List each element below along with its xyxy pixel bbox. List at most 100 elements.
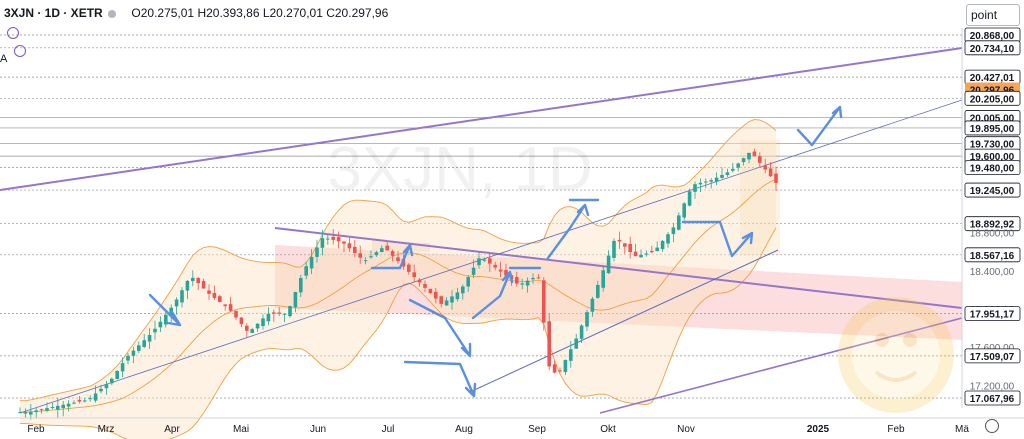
candle-body[interactable] <box>477 258 481 266</box>
candle-body[interactable] <box>228 304 233 311</box>
channel-lower-line[interactable] <box>599 317 963 414</box>
candle-body[interactable] <box>579 325 584 339</box>
candle-body[interactable] <box>606 255 611 274</box>
candle-body[interactable] <box>288 306 292 317</box>
candle-body[interactable] <box>709 180 713 182</box>
candle-body[interactable] <box>56 405 60 410</box>
candle-body[interactable] <box>50 407 55 409</box>
candle-body[interactable] <box>682 203 686 218</box>
candle-body[interactable] <box>552 364 557 373</box>
candle-body[interactable] <box>536 277 541 279</box>
candle-body[interactable] <box>369 256 373 258</box>
candle-body[interactable] <box>396 257 400 262</box>
candle-body[interactable] <box>83 400 87 402</box>
candle-body[interactable] <box>698 182 703 185</box>
candle-body[interactable] <box>687 191 692 206</box>
arrow-down[interactable] <box>148 293 182 327</box>
candle-body[interactable] <box>234 310 238 318</box>
bollinger-lower[interactable] <box>20 227 777 439</box>
candle-body[interactable] <box>763 165 767 170</box>
candle-body[interactable] <box>515 276 519 284</box>
candle-body[interactable] <box>320 238 325 248</box>
arrow-up[interactable] <box>471 270 514 320</box>
candle-body[interactable] <box>547 321 551 367</box>
candle-body[interactable] <box>385 245 389 251</box>
candle-body[interactable] <box>180 290 184 303</box>
candle-body[interactable] <box>331 236 335 240</box>
candle-body[interactable] <box>574 338 578 349</box>
candle-body[interactable] <box>326 238 330 240</box>
candle-body[interactable] <box>542 280 546 323</box>
candle-body[interactable] <box>142 340 146 347</box>
candle-body[interactable] <box>655 247 659 252</box>
candle-body[interactable] <box>558 370 562 372</box>
candle-body[interactable] <box>471 267 476 275</box>
candle-body[interactable] <box>563 359 568 373</box>
arrow-down[interactable] <box>403 360 477 398</box>
candle-body[interactable] <box>666 234 670 244</box>
candle-body[interactable] <box>390 251 395 256</box>
candle-body[interactable] <box>266 313 271 322</box>
candle-body[interactable] <box>158 321 163 328</box>
candle-body[interactable] <box>153 328 157 333</box>
candle-body[interactable] <box>444 300 449 306</box>
candle-body[interactable] <box>29 411 33 415</box>
arrow-up[interactable] <box>370 243 414 270</box>
candle-body[interactable] <box>347 243 352 249</box>
candle-body[interactable] <box>434 291 438 299</box>
candle-body[interactable] <box>336 237 341 242</box>
candle-body[interactable] <box>407 264 411 272</box>
candle-body[interactable] <box>601 270 605 288</box>
candle-body[interactable] <box>412 272 416 278</box>
candle-body[interactable] <box>628 243 632 253</box>
candle-body[interactable] <box>277 312 281 314</box>
candle-body[interactable] <box>255 323 260 329</box>
arrow-up[interactable] <box>681 220 754 258</box>
candle-body[interactable] <box>61 404 65 409</box>
candle-body[interactable] <box>110 378 114 384</box>
candle-body[interactable] <box>488 258 492 264</box>
candle-body[interactable] <box>299 277 303 293</box>
candle-body[interactable] <box>218 296 222 303</box>
candle-body[interactable] <box>272 312 276 314</box>
candle-body[interactable] <box>201 280 206 289</box>
candle-body[interactable] <box>115 370 119 379</box>
candle-body[interactable] <box>768 168 773 177</box>
candle-body[interactable] <box>137 345 141 351</box>
candle-body[interactable] <box>315 247 319 257</box>
candle-body[interactable] <box>72 402 76 404</box>
candle-body[interactable] <box>736 163 740 168</box>
candle-body[interactable] <box>363 260 368 262</box>
arrow-down[interactable] <box>408 298 472 358</box>
candle-body[interactable] <box>428 288 433 294</box>
candle-body[interactable] <box>131 350 136 356</box>
candle-body[interactable] <box>374 252 379 256</box>
candle-body[interactable] <box>639 254 643 258</box>
candle-body[interactable] <box>358 253 362 258</box>
candle-body[interactable] <box>104 384 109 389</box>
candle-body[interactable] <box>504 269 508 276</box>
candle-body[interactable] <box>39 409 44 411</box>
candle-body[interactable] <box>439 296 443 304</box>
candle-body[interactable] <box>207 290 211 294</box>
candle-body[interactable] <box>126 355 130 361</box>
candle-body[interactable] <box>99 388 103 392</box>
candle-body[interactable] <box>147 335 152 342</box>
candle-body[interactable] <box>758 156 762 163</box>
candle-body[interactable] <box>353 246 357 254</box>
candle-body[interactable] <box>714 177 719 182</box>
candle-body[interactable] <box>304 266 308 276</box>
candle-body[interactable] <box>293 292 298 308</box>
candle-body[interactable] <box>185 280 190 291</box>
candle-body[interactable] <box>644 253 649 255</box>
scale-mode-button[interactable]: point <box>966 4 1020 26</box>
candle-body[interactable] <box>677 215 681 230</box>
bollinger-upper[interactable] <box>20 119 777 402</box>
candle-body[interactable] <box>731 168 735 171</box>
candle-body[interactable] <box>93 393 98 401</box>
candle-body[interactable] <box>212 292 217 299</box>
downtrend-line[interactable] <box>274 227 963 309</box>
candle-body[interactable] <box>23 412 28 414</box>
candle-body[interactable] <box>704 181 708 183</box>
